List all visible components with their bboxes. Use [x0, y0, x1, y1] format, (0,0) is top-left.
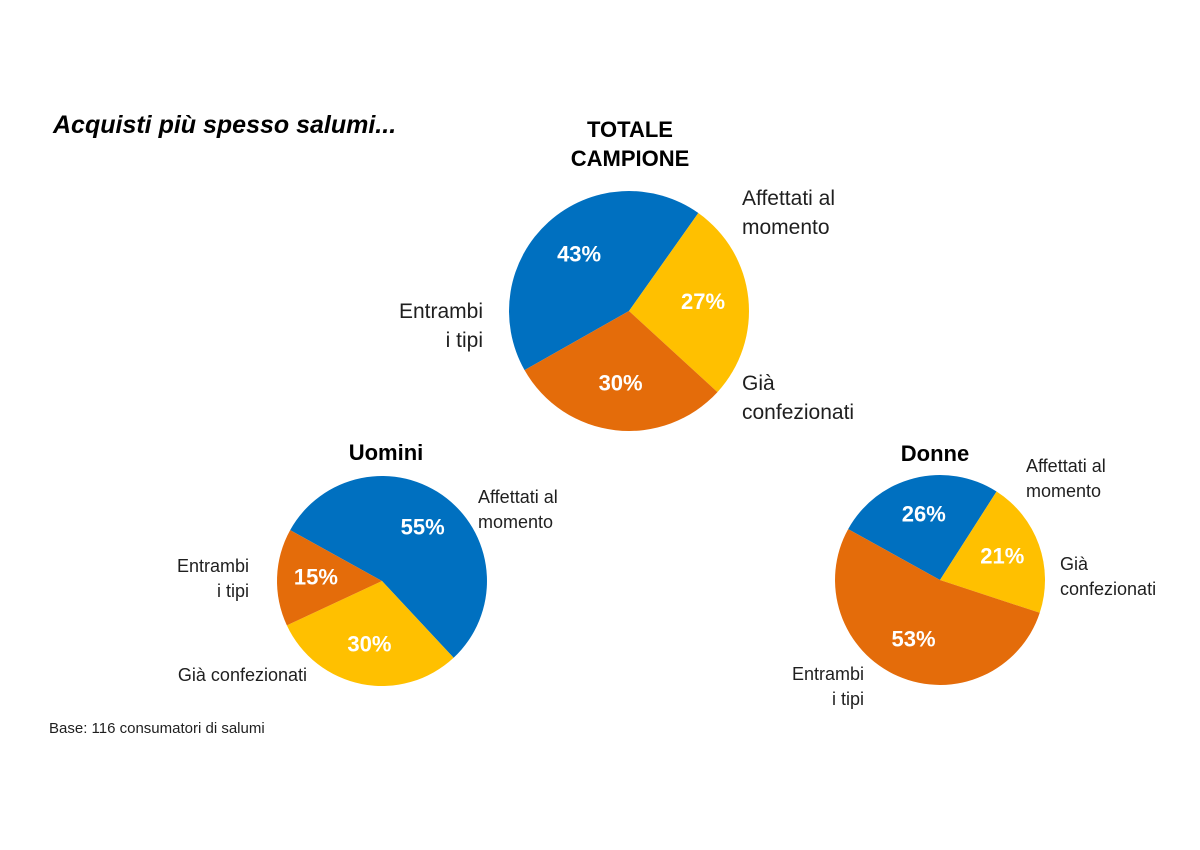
slice-value-label: 55%	[401, 515, 445, 540]
slice-value-label: 27%	[681, 289, 725, 314]
pie-chart-1: TOTALE CAMPIONE 43% 27% 30% Affettati al momen…	[399, 117, 854, 431]
category-label-affettati: Affettati al momento	[742, 187, 835, 239]
category-label-affettati: Affettati al momento	[1026, 456, 1106, 501]
pie-chart-3: Donne 26% 21% 53% Affettati al momento Già conf…	[792, 441, 1156, 709]
slice-value-label: 15%	[294, 565, 338, 590]
category-label-affettati: Affettati al momento	[478, 487, 558, 532]
pie-slice-confezionati	[940, 491, 1046, 613]
pies-group: TOTALE CAMPIONE 43% 27% 30% Affettati al momen…	[177, 117, 1156, 709]
slice-value-label: 26%	[902, 502, 946, 527]
chart-headline: Acquisti più spesso salumi...	[52, 111, 396, 139]
pie-slice-affettati	[509, 191, 699, 371]
pie-slice-entrambi	[835, 529, 1040, 685]
pie-slice-affettati	[290, 476, 487, 658]
category-label-confezionati: Già confezionati	[178, 665, 307, 685]
category-label-entrambi: Entrambi i tipi	[399, 300, 483, 352]
category-label-confezionati: Già confezionati	[742, 372, 854, 424]
slice-value-label: 21%	[980, 544, 1024, 569]
pie-slice-confezionati	[629, 213, 749, 393]
pie-title: TOTALE CAMPIONE	[571, 117, 690, 171]
slice-value-label: 30%	[347, 632, 391, 657]
pie-slice-entrambi	[524, 311, 718, 431]
pie-slice-confezionati	[286, 581, 454, 686]
slice-value-label: 30%	[599, 371, 643, 396]
category-label-confezionati: Già confezionati	[1060, 554, 1156, 599]
category-label-entrambi: Entrambi i tipi	[792, 664, 864, 709]
slice-value-label: 43%	[557, 242, 601, 267]
pie-slice-affettati	[848, 474, 997, 580]
pie-title: Donne	[901, 441, 969, 466]
pie-chart-2: Uomini 55% 30% 15% Affettati al momento Già co…	[177, 440, 558, 686]
base-footnote: Base: 116 consumatori di salumi	[49, 720, 265, 737]
pie-title: Uomini	[349, 440, 424, 465]
pie-slice-entrambi	[276, 530, 382, 626]
slice-value-label: 53%	[891, 626, 935, 651]
category-label-entrambi: Entrambi i tipi	[177, 556, 249, 601]
